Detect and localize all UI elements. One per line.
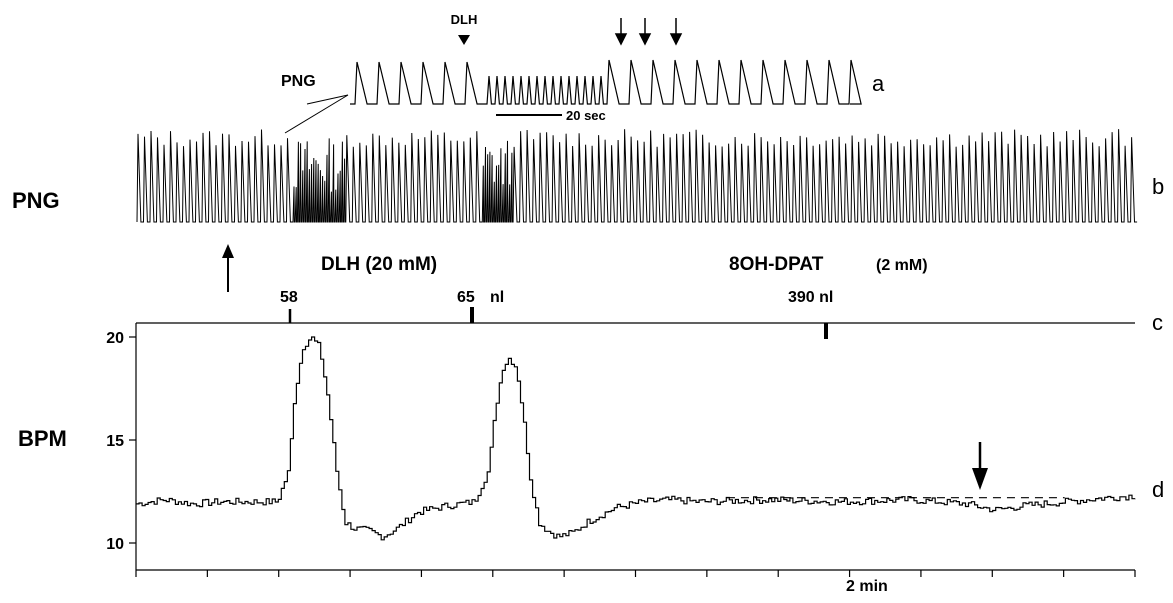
bpm-axis-label: BPM (18, 426, 67, 451)
event-label-58: 58 (280, 289, 298, 306)
inset-png-label: PNG (281, 73, 316, 90)
down-arrow-head-1 (614, 33, 628, 46)
y-tick-label: 10 (106, 536, 124, 553)
down-arrow-head-3 (669, 33, 683, 46)
inset-arrows (614, 18, 683, 46)
bpm-series-line (136, 336, 1136, 541)
drug2-conc-label: (2 mM) (876, 257, 928, 274)
panel-c: c (136, 307, 1163, 339)
panel-b: PNG b (12, 129, 1164, 223)
panel-a-letter: a (872, 71, 885, 96)
panel-b-letter: b (1152, 174, 1164, 199)
inset-png-trace (350, 59, 862, 105)
dlh-marker-triangle (458, 35, 470, 45)
drug1-label: DLH (20 mM) (321, 254, 437, 275)
panel-c-letter: c (1152, 310, 1163, 335)
png-trace (136, 129, 1138, 223)
inset-connector-lower (306, 94, 349, 105)
panel-a: DLH 20 sec a PNG (281, 12, 885, 134)
panel-d-letter: d (1152, 477, 1164, 502)
event-label-65: 65 (457, 289, 475, 306)
panel-d: 10 15 20 BPM 2 min d (18, 323, 1164, 595)
down-arrow-bpm-head (972, 468, 988, 490)
inset-marker-label: DLH (451, 12, 478, 27)
up-arrow-head (222, 244, 234, 258)
event-label-nl: nl (490, 289, 504, 306)
inset-connector-upper (284, 94, 349, 134)
y-tick-label: 15 (106, 433, 124, 450)
x-ticks (135, 570, 1136, 577)
down-arrow-head-2 (638, 33, 652, 46)
event-label-390: 390 nl (788, 289, 833, 306)
y-ticks: 10 15 20 (106, 330, 136, 553)
y-tick-label: 20 (106, 330, 124, 347)
png-axis-label: PNG (12, 188, 60, 213)
drug2-name-label: 8OH-DPAT (729, 254, 824, 275)
up-arrow (222, 244, 234, 292)
x-scale-label: 2 min (846, 578, 888, 595)
scale-bar-20sec-label: 20 sec (566, 108, 606, 123)
